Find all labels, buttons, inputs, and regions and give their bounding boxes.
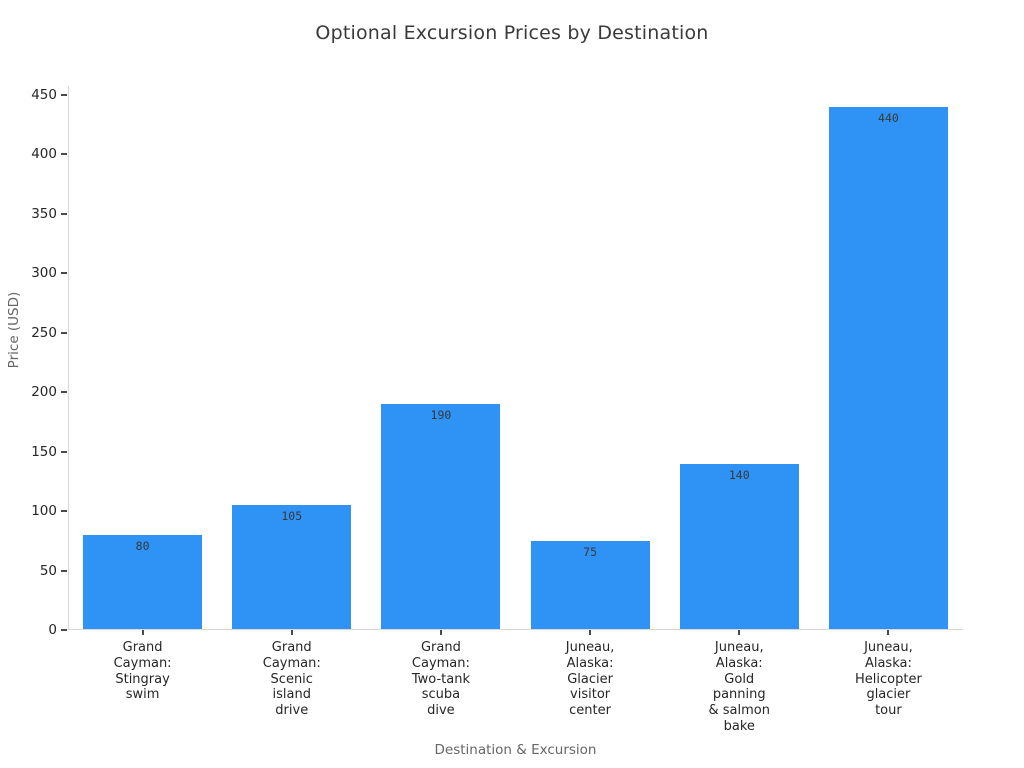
y-axis-tick-label: 200	[31, 384, 57, 401]
y-axis-tick-label: 350	[31, 205, 57, 222]
bar-2	[232, 505, 352, 629]
bar-value-label: 190	[430, 408, 452, 423]
x-axis-tick-label: Juneau, Alaska: Gold panning & salmon ba…	[708, 640, 770, 734]
y-axis-tick-label: 50	[39, 562, 57, 579]
y-axis-tick-mark	[61, 331, 67, 334]
x-axis-tick-label: Grand Cayman: Two-tank scuba dive	[411, 640, 470, 719]
y-axis-tick-label: 400	[31, 146, 57, 163]
bar-6	[828, 106, 948, 629]
x-axis-tick-label: Grand Cayman: Stingray swim	[113, 640, 172, 703]
y-axis-tick-label: 150	[31, 443, 57, 460]
x-axis-title: Destination & Excursion	[434, 742, 597, 758]
y-axis-tick-mark	[61, 94, 67, 96]
y-axis-tick-label: 300	[31, 265, 57, 282]
bar-value-label: 440	[878, 110, 899, 125]
plot-area	[68, 86, 963, 630]
bar-value-label: 75	[583, 544, 597, 559]
bar-5	[679, 463, 799, 629]
bar-value-label: 105	[281, 509, 303, 524]
chart-title: Optional Excursion Prices by Destination	[315, 22, 709, 44]
bar-value-label: 80	[135, 538, 150, 553]
x-axis-tick-label: Juneau, Alaska: Glacier visitor center	[565, 640, 615, 719]
y-axis-tick-label: 100	[31, 503, 57, 520]
x-axis-tick-mark	[887, 630, 890, 635]
y-axis-tick-label: 450	[31, 87, 57, 103]
y-axis-tick-mark	[61, 629, 67, 631]
x-axis-tick-label: Grand Cayman: Scenic island drive	[262, 640, 321, 719]
x-axis-tick-mark	[141, 630, 144, 635]
bar-4	[530, 540, 650, 629]
bar-3	[381, 404, 501, 629]
bar-1	[83, 534, 203, 629]
y-axis-tick-label: 0	[48, 622, 57, 638]
x-axis-tick-mark	[738, 630, 741, 635]
x-axis-tick-label: Juneau, Alaska: Helicopter glacier tour	[855, 640, 922, 719]
bar-value-label: 140	[728, 467, 750, 482]
y-axis-tick-mark	[61, 153, 67, 156]
y-axis-tick-mark	[61, 569, 67, 572]
y-axis-tick-mark	[61, 450, 67, 453]
y-axis-tick-mark	[61, 272, 67, 275]
x-axis-tick-mark	[589, 630, 592, 635]
y-axis-tick-label: 250	[31, 324, 57, 341]
y-axis-tick-mark	[61, 510, 67, 513]
y-axis-tick-mark	[61, 391, 67, 394]
x-axis-tick-mark	[290, 630, 293, 635]
y-axis-tick-mark	[61, 212, 67, 215]
x-axis-tick-mark	[439, 630, 442, 635]
